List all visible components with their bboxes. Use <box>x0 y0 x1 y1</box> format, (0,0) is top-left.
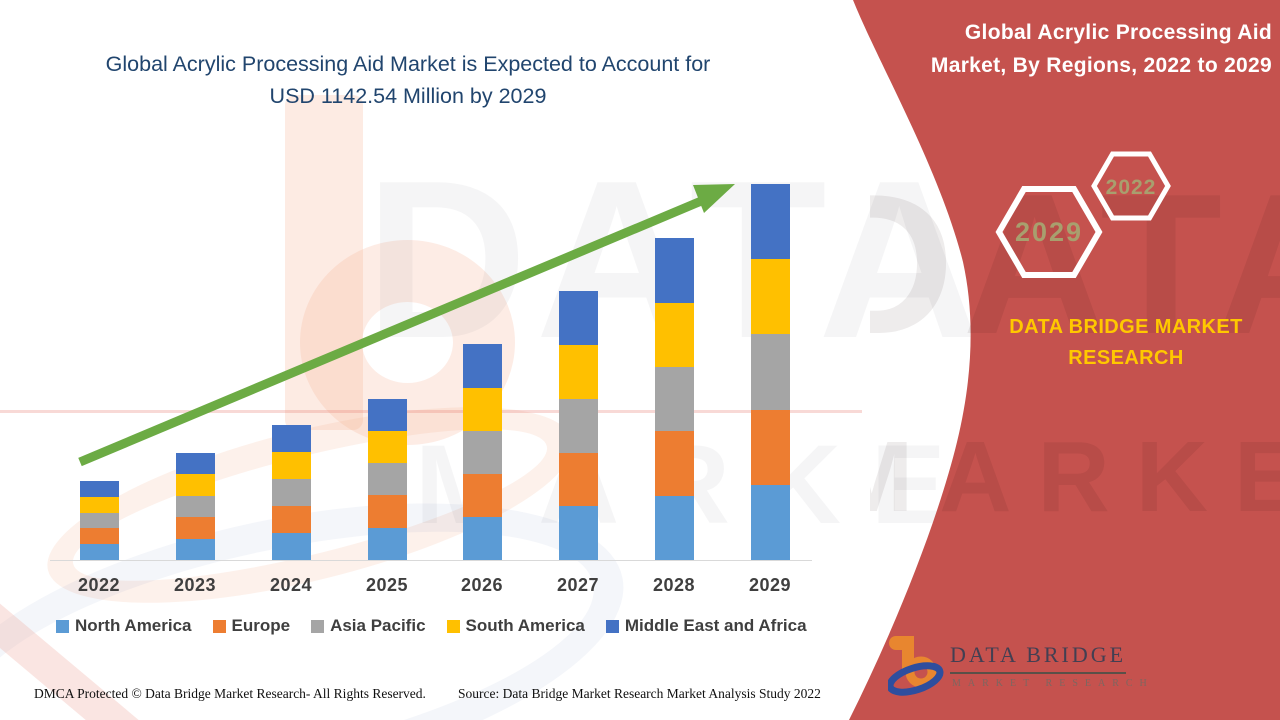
bar-segment-2027-north-america <box>558 506 598 560</box>
stacked-bar-2025 <box>367 398 407 560</box>
chart-legend: North America Europe Asia Pacific South Ame… <box>56 616 807 636</box>
hexagon-2022 <box>1091 151 1171 221</box>
bar-segment-2022-europe <box>79 528 119 545</box>
bar-segment-2025-asia-pacific <box>367 463 407 496</box>
bar-segment-2024-middle-east-and-africa <box>271 424 311 452</box>
red-panel-shape <box>849 0 1280 720</box>
bar-segment-2026-asia-pacific <box>462 430 502 474</box>
x-axis-label-2026: 2026 <box>460 575 504 595</box>
legend-label: Europe <box>231 616 291 635</box>
year-hexagons: 2029 2022 <box>995 151 1171 278</box>
legend-label: Middle East and Africa <box>624 616 807 635</box>
bar-segment-2026-middle-east-and-africa <box>462 344 502 388</box>
x-axis-label-2024: 2024 <box>269 575 313 595</box>
bar-segment-2024-europe <box>271 505 311 533</box>
bar-segment-2022-north-america <box>79 544 119 560</box>
x-axis-label-2023: 2023 <box>173 575 217 595</box>
bar-segment-2025-north-america <box>367 527 407 560</box>
bar-segment-2028-middle-east-and-africa <box>654 238 694 303</box>
legend-item-north-america: North America <box>56 616 192 636</box>
logo-subtitle: MARKET RESEARCH <box>952 678 1154 689</box>
stacked-bar-2022 <box>79 480 119 560</box>
legend-label: South America <box>465 616 585 635</box>
bar-segment-2023-europe <box>175 517 215 539</box>
hexagon-2022-label: 2022 <box>1106 176 1157 199</box>
bar-chart: 2022 2023 2024 2025 2026 2027 2028 2029 <box>77 183 792 595</box>
x-axis-line <box>50 560 812 561</box>
x-axis-label-2029: 2029 <box>748 575 792 595</box>
bar-segment-2027-middle-east-and-africa <box>558 291 598 346</box>
stacked-bar-2027 <box>558 291 598 560</box>
bar-segment-2027-south-america <box>558 345 598 399</box>
right-panel-title-line1: Global Acrylic Processing Aid <box>964 21 1272 44</box>
legend-label: North America <box>75 616 192 635</box>
legend-swatch <box>56 619 69 633</box>
brand-line2: RESEARCH <box>1068 347 1184 369</box>
logo-b-hook <box>889 636 902 650</box>
legend-swatch <box>212 619 226 633</box>
bar-segment-2026-north-america <box>462 516 502 560</box>
stacked-bar-2028 <box>654 238 694 560</box>
stacked-bar-2023 <box>175 452 215 560</box>
bar-segment-2024-south-america <box>271 451 311 479</box>
bar-segment-2026-europe <box>462 473 502 517</box>
stacked-bar-2024 <box>271 424 311 560</box>
bar-segment-2029-middle-east-and-africa <box>750 183 790 260</box>
bar-segment-2025-middle-east-and-africa <box>367 398 407 431</box>
dbmr-logo: DATA BRIDGE MARKET RESEARCH <box>886 634 1218 706</box>
bar-segment-2023-south-america <box>175 474 215 496</box>
legend-label: Asia Pacific <box>330 616 426 635</box>
bar-segment-2029-europe <box>750 409 790 485</box>
bar-segment-2029-asia-pacific <box>750 334 790 410</box>
chart-title-line2: USD 1142.54 Million by 2029 <box>269 84 547 108</box>
bar-segment-2022-middle-east-and-africa <box>79 480 119 497</box>
bar-segment-2024-north-america <box>271 532 311 560</box>
x-axis-label-2028: 2028 <box>652 575 696 595</box>
bar-segment-2025-europe <box>367 495 407 528</box>
bar-segment-2023-north-america <box>175 538 215 560</box>
bar-segment-2026-south-america <box>462 387 502 431</box>
bar-segment-2027-asia-pacific <box>558 398 598 453</box>
bar-segment-2029-south-america <box>750 259 790 335</box>
legend-item-south-america: South America <box>446 616 585 636</box>
bar-segment-2022-south-america <box>79 496 119 513</box>
legend-item-europe: Europe <box>212 616 291 636</box>
bar-segment-2023-asia-pacific <box>175 495 215 518</box>
stacked-bar-2026 <box>462 344 502 560</box>
brand-wordmark: DATA BRIDGE MARKET RESEARCH <box>992 312 1260 374</box>
logo-title: DATA BRIDGE <box>950 642 1127 674</box>
brand-line1: DATA BRIDGE MARKET <box>1009 316 1243 338</box>
x-axis-label-2022: 2022 <box>77 575 121 595</box>
x-axis-label-2027: 2027 <box>556 575 600 595</box>
bar-segment-2028-north-america <box>654 495 694 560</box>
hexagon-2029 <box>995 186 1103 278</box>
dbmr-logo-icon <box>886 636 944 696</box>
bar-segment-2028-europe <box>654 431 694 496</box>
right-panel-title-line2: Market, By Regions, 2022 to 2029 <box>930 54 1272 77</box>
bar-segment-2023-middle-east-and-africa <box>175 452 215 475</box>
legend-item-middle-east-and-africa: Middle East and Africa <box>605 616 807 636</box>
right-panel-title: Global Acrylic Processing Aid Market, By… <box>884 16 1280 82</box>
legend-swatch <box>446 619 460 633</box>
hexagon-2029-label: 2029 <box>1015 217 1083 247</box>
legend-swatch <box>605 619 619 633</box>
legend-item-asia-pacific: Asia Pacific <box>311 616 426 636</box>
chart-title-line1: Global Acrylic Processing Aid Market is … <box>105 52 711 76</box>
bar-segment-2025-south-america <box>367 430 407 464</box>
bar-segment-2029-north-america <box>750 484 790 560</box>
stacked-bar-2029 <box>750 183 790 560</box>
logo-blue-swoosh <box>886 662 944 696</box>
x-axis-label-2025: 2025 <box>365 575 409 595</box>
bar-segment-2022-asia-pacific <box>79 512 119 529</box>
bar-segment-2024-asia-pacific <box>271 478 311 506</box>
bar-segment-2028-asia-pacific <box>654 366 694 432</box>
bar-segment-2028-south-america <box>654 302 694 367</box>
bar-segment-2027-europe <box>558 452 598 507</box>
chart-title: Global Acrylic Processing Aid Market is … <box>58 48 758 112</box>
footer-dmca: DMCA Protected © Data Bridge Market Rese… <box>34 686 426 701</box>
legend-swatch <box>311 619 325 633</box>
footer-source: Source: Data Bridge Market Research Mark… <box>458 686 821 701</box>
